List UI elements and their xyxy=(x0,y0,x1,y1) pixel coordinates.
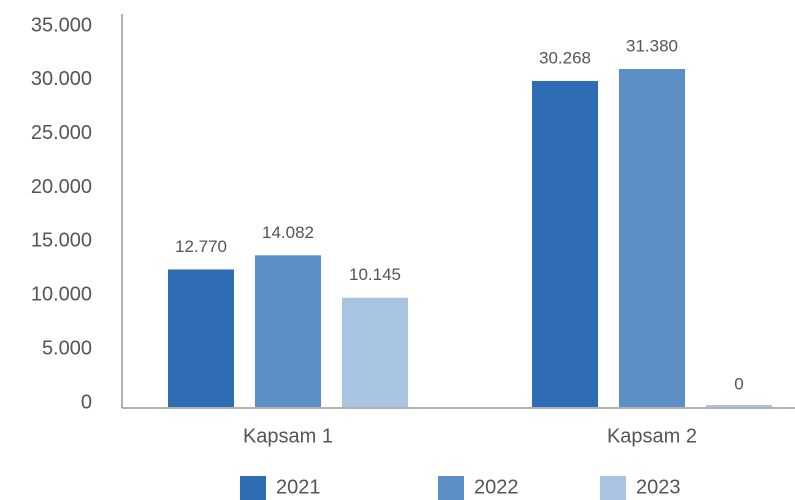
x-tick-label: Kapsam 2 xyxy=(607,425,697,447)
legend-swatch xyxy=(438,476,464,500)
zero-bar xyxy=(706,405,772,407)
legend-label: 2022 xyxy=(474,476,519,498)
y-tick-label: 30.000 xyxy=(31,68,92,90)
y-tick-label: 10.000 xyxy=(31,284,92,306)
bar xyxy=(532,80,598,407)
legend-label: 2023 xyxy=(636,476,681,498)
data-label: 10.145 xyxy=(349,265,401,284)
data-label: 30.268 xyxy=(539,48,591,67)
data-label: 31.380 xyxy=(626,36,678,55)
y-tick-label: 5.000 xyxy=(42,337,92,359)
legend-label: 2021 xyxy=(276,476,321,498)
legend-swatch xyxy=(240,476,266,500)
data-label: 14.082 xyxy=(262,223,314,242)
bar xyxy=(168,269,234,407)
legend-swatch xyxy=(600,476,626,500)
y-tick-label: 20.000 xyxy=(31,176,92,198)
y-tick-label: 35.000 xyxy=(31,14,92,36)
y-tick-label: 25.000 xyxy=(31,122,92,144)
data-label: 12.770 xyxy=(175,237,227,256)
y-tick-label: 0 xyxy=(81,391,92,413)
y-tick-label: 15.000 xyxy=(31,230,92,252)
data-label: 0 xyxy=(734,374,743,393)
bar xyxy=(619,68,685,408)
bar xyxy=(342,297,408,407)
bar xyxy=(255,255,321,407)
x-tick-label: Kapsam 1 xyxy=(243,425,333,447)
